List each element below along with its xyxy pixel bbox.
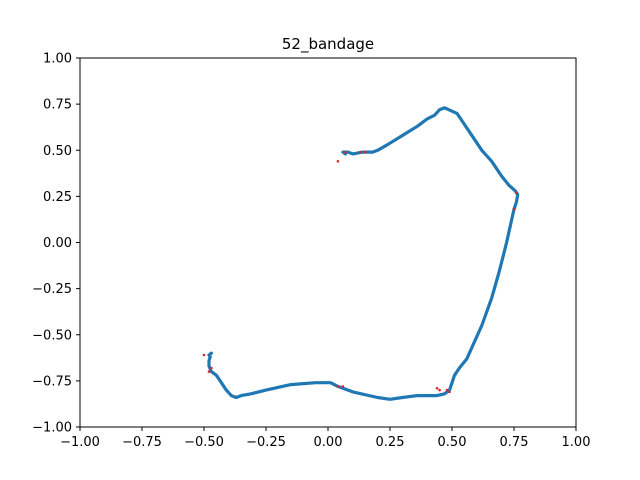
scatter-point — [515, 191, 518, 194]
y-tick-label: −1.00 — [32, 421, 72, 436]
y-tick-label: 0.75 — [43, 98, 72, 113]
scatter-point — [210, 366, 213, 370]
x-tick-label: −1.00 — [60, 435, 100, 450]
x-axis: −1.00 −0.75 −0.50 −0.25 0.00 0.25 0.50 0.75 1.00 — [60, 427, 590, 450]
x-tick-label: 0.25 — [376, 435, 405, 450]
trajectory-line — [207, 106, 520, 401]
x-tick-label: −0.50 — [184, 435, 224, 450]
y-tick-label: 1.00 — [43, 52, 72, 67]
x-tick-label: −0.75 — [122, 435, 162, 450]
y-tick-label: 0.25 — [43, 190, 72, 205]
x-tick-label: 1.00 — [562, 435, 591, 450]
scatter-point — [445, 388, 449, 392]
plot-area — [202, 106, 520, 401]
scatter-point — [435, 387, 439, 390]
chart-title: 52_bandage — [282, 35, 374, 54]
y-tick-label: 0.50 — [43, 144, 72, 159]
scatter-point — [202, 353, 206, 357]
scatter-point — [363, 150, 367, 154]
y-tick-label: 0.00 — [43, 236, 72, 251]
x-tick-label: 0.75 — [500, 435, 529, 450]
x-tick-label: 0.50 — [438, 435, 467, 450]
scatter-point — [336, 160, 340, 163]
scatter-point — [448, 390, 451, 394]
y-tick-label: −0.25 — [32, 282, 72, 297]
y-tick-label: −0.75 — [32, 374, 72, 389]
x-tick-label: −0.25 — [246, 435, 286, 450]
x-tick-label: 0.00 — [314, 435, 343, 450]
scatter-point — [358, 150, 362, 154]
axes-frame — [79, 57, 577, 428]
y-tick-label: −0.50 — [32, 328, 72, 343]
scatter-point — [344, 150, 347, 154]
scatter-point — [512, 208, 516, 211]
scatter-point — [438, 388, 441, 392]
scatter-point — [207, 370, 211, 373]
scatter-point — [341, 385, 345, 388]
scatter-point — [336, 385, 340, 388]
y-axis: 1.00 0.75 0.50 0.25 0.00 −0.25 −0.50 −0.75 −1.00 — [32, 52, 80, 436]
